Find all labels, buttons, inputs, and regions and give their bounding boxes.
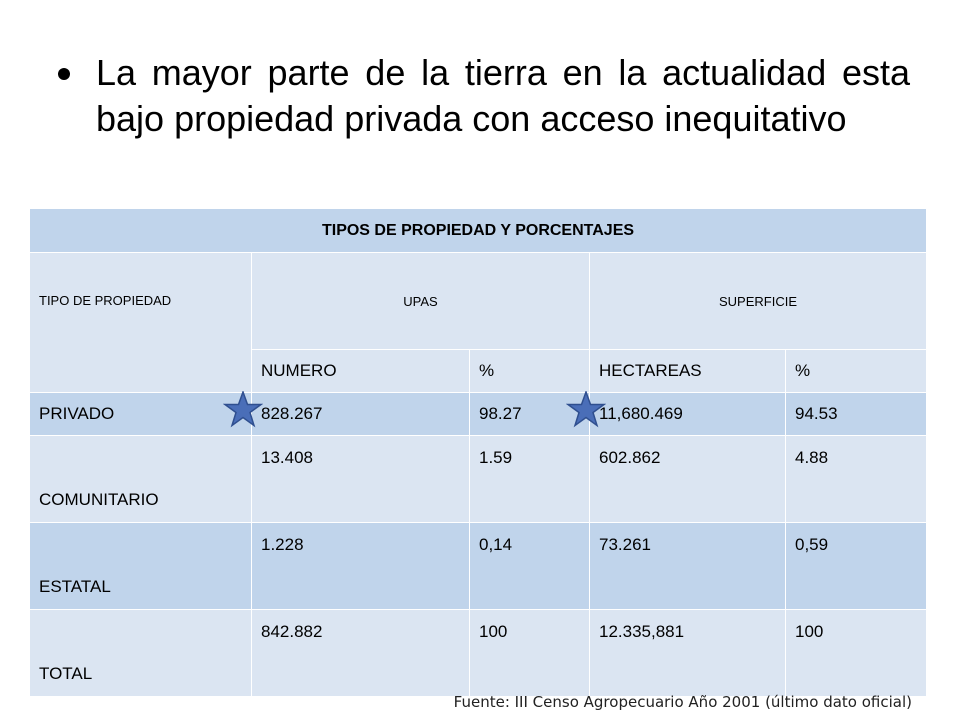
- table-row: TOTAL 842.882 100 12.335,881 100: [29, 609, 928, 697]
- cell-pct-superficie: 100: [784, 609, 928, 697]
- cell-hectareas: 602.862: [589, 435, 786, 523]
- bullet-point: La mayor parte de la tierra en la actual…: [58, 50, 910, 142]
- property-table: TIPOS DE PROPIEDAD Y PORCENTAJES TIPO DE…: [28, 208, 928, 697]
- cell-hectareas: 12.335,881: [589, 609, 786, 697]
- cell-pct-upas: 100: [469, 609, 590, 697]
- cell-pct-upas: 98.27: [469, 392, 590, 436]
- subheader-pct-superficie: %: [784, 349, 928, 393]
- cell-pct-upas: 0,14: [469, 522, 590, 610]
- header-tipo: TIPO DE PROPIEDAD: [29, 252, 252, 393]
- cell-pct-superficie: 4.88: [784, 435, 928, 523]
- table-row: PRIVADO 828.267 98.27 11,680.469 94.53: [29, 392, 928, 436]
- table-title-row: TIPOS DE PROPIEDAD Y PORCENTAJES: [28, 208, 928, 253]
- star-icon: [223, 391, 263, 428]
- cell-numero: 828.267: [251, 392, 470, 436]
- cell-hectareas: 73.261: [589, 522, 786, 610]
- row-label: COMUNITARIO: [29, 435, 252, 523]
- cell-numero: 13.408: [251, 435, 470, 523]
- table-row: ESTATAL 1.228 0,14 73.261 0,59: [29, 522, 928, 610]
- source-note: Fuente: III Censo Agropecuario Año 2001 …: [453, 693, 912, 711]
- star-shape: [223, 391, 263, 428]
- cell-pct-superficie: 94.53: [784, 392, 928, 436]
- header-upas: UPAS: [251, 252, 590, 350]
- subheader-pct-upas: %: [469, 349, 590, 393]
- subheader-hectareas: HECTAREAS: [589, 349, 786, 393]
- cell-numero: 842.882: [251, 609, 470, 697]
- cell-hectareas: 11,680.469: [589, 392, 786, 436]
- row-label: PRIVADO: [29, 392, 252, 436]
- star-shape: [566, 391, 606, 428]
- table-subheader-row: NUMERO % HECTAREAS %: [30, 349, 928, 393]
- header-superficie: SUPERFICIE: [588, 252, 928, 350]
- bullet-dot-icon: [58, 68, 70, 80]
- subheader-numero: NUMERO: [251, 349, 470, 393]
- row-label: TOTAL: [29, 609, 252, 697]
- table-header-row: TIPO DE PROPIEDAD UPAS SUPERFICIE: [29, 252, 928, 393]
- cell-pct-superficie: 0,59: [784, 522, 928, 610]
- cell-pct-upas: 1.59: [469, 435, 590, 523]
- cell-numero: 1.228: [251, 522, 470, 610]
- bullet-text: La mayor parte de la tierra en la actual…: [96, 52, 910, 139]
- table-row: COMUNITARIO 13.408 1.59 602.862 4.88: [29, 435, 928, 523]
- row-label: ESTATAL: [29, 522, 252, 610]
- star-icon: [566, 391, 606, 428]
- table-title: TIPOS DE PROPIEDAD Y PORCENTAJES: [28, 208, 928, 253]
